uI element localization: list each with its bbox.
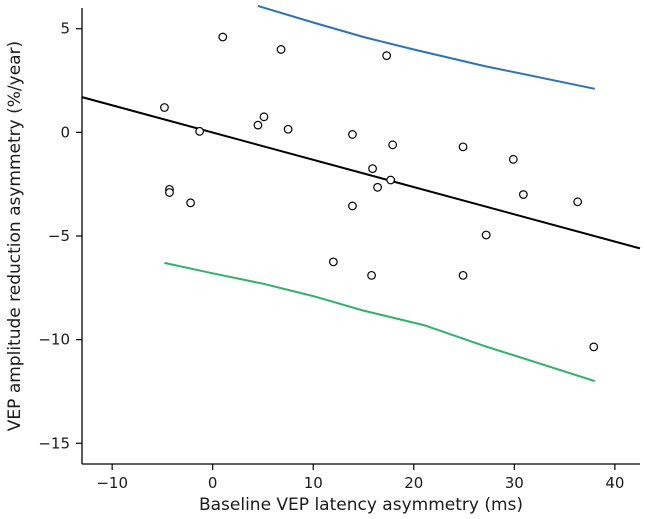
- x-tick-label: 40: [605, 474, 624, 492]
- data-point: [195, 126, 205, 136]
- line-0: [81, 96, 641, 250]
- data-point: [573, 197, 583, 207]
- data-point: [165, 188, 174, 197]
- data-point: [386, 175, 396, 185]
- y-tick-label: 5: [60, 20, 70, 38]
- data-point: [348, 130, 357, 139]
- data-point: [518, 190, 528, 199]
- data-point: [388, 140, 398, 150]
- data-point: [186, 198, 195, 208]
- y-tick-label: −15: [38, 434, 70, 452]
- data-point: [348, 201, 357, 211]
- y-tick-label: 0: [60, 123, 70, 141]
- data-point: [458, 142, 468, 152]
- data-point: [253, 120, 263, 130]
- data-point: [328, 257, 338, 267]
- line-1: [257, 4, 596, 90]
- data-point: [373, 182, 382, 192]
- x-tick-label: 10: [304, 474, 323, 492]
- fit-lines: [81, 4, 641, 383]
- x-tick-label: 20: [404, 474, 423, 492]
- data-point: [481, 230, 491, 240]
- data-point: [589, 342, 599, 352]
- data-point: [382, 51, 392, 61]
- data-point: [259, 112, 269, 122]
- y-tick-label: −5: [48, 227, 70, 245]
- y-axis-label: VEP amplitude reduction asymmetry (%/yea…: [5, 41, 25, 431]
- line-2: [164, 261, 596, 383]
- data-point: [160, 103, 169, 112]
- x-tick-label: 30: [505, 474, 524, 492]
- axes: −10 0 10 20 30 40 −15 −10 −5 0 5: [38, 8, 640, 492]
- x-axis-label: Baseline VEP latency asymmetry (ms): [199, 495, 523, 515]
- data-point: [458, 270, 468, 280]
- data-point: [368, 164, 377, 174]
- data-point: [367, 270, 376, 280]
- data-point: [276, 45, 286, 54]
- data-point: [283, 124, 293, 134]
- data-point: [508, 154, 518, 164]
- x-tick-label: 0: [208, 474, 218, 492]
- y-tick-label: −10: [38, 331, 70, 349]
- x-tick-label: −10: [96, 474, 128, 492]
- data-points: [160, 32, 599, 352]
- data-point: [218, 32, 228, 42]
